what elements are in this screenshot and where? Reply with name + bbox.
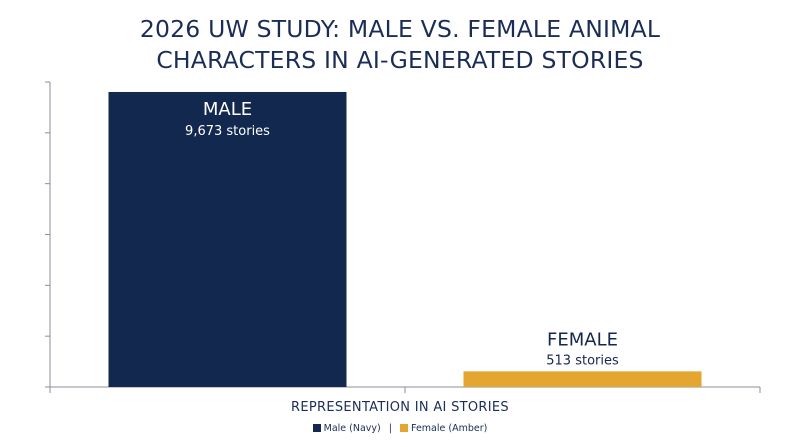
bar-value-label-male: 9,673 stories (185, 124, 270, 139)
chart-title: 2026 UW STUDY: MALE VS. FEMALE ANIMAL CH… (0, 14, 800, 76)
chart-bars (108, 91, 702, 387)
legend-label-male: Male (Navy) (323, 423, 381, 434)
chart-title-line-2: CHARACTERS IN AI-GENERATED STORIES (156, 46, 644, 74)
bar-male (108, 91, 347, 387)
bar-female (463, 371, 702, 387)
chart-title-line-1: 2026 UW STUDY: MALE VS. FEMALE ANIMAL (139, 15, 661, 43)
x-axis-label: REPRESENTATION IN AI STORIES (291, 400, 509, 415)
legend-label-female: Female (Amber) (411, 423, 488, 434)
legend-swatch-male (312, 423, 321, 432)
legend-item-male: Male (Navy) (312, 423, 381, 434)
chart-bar-labels: MALE 9,673 stories FEMALE 513 stories (185, 99, 619, 368)
bar-value-label-female: 513 stories (546, 353, 619, 368)
legend-separator: | (388, 423, 392, 434)
bar-category-label-female: FEMALE (547, 329, 618, 350)
chart-legend: Male (Navy) | Female (Amber) (0, 423, 800, 434)
legend-item-female: Female (Amber) (400, 423, 487, 434)
legend-swatch-female (400, 423, 409, 432)
bar-category-label-male: MALE (203, 99, 252, 120)
